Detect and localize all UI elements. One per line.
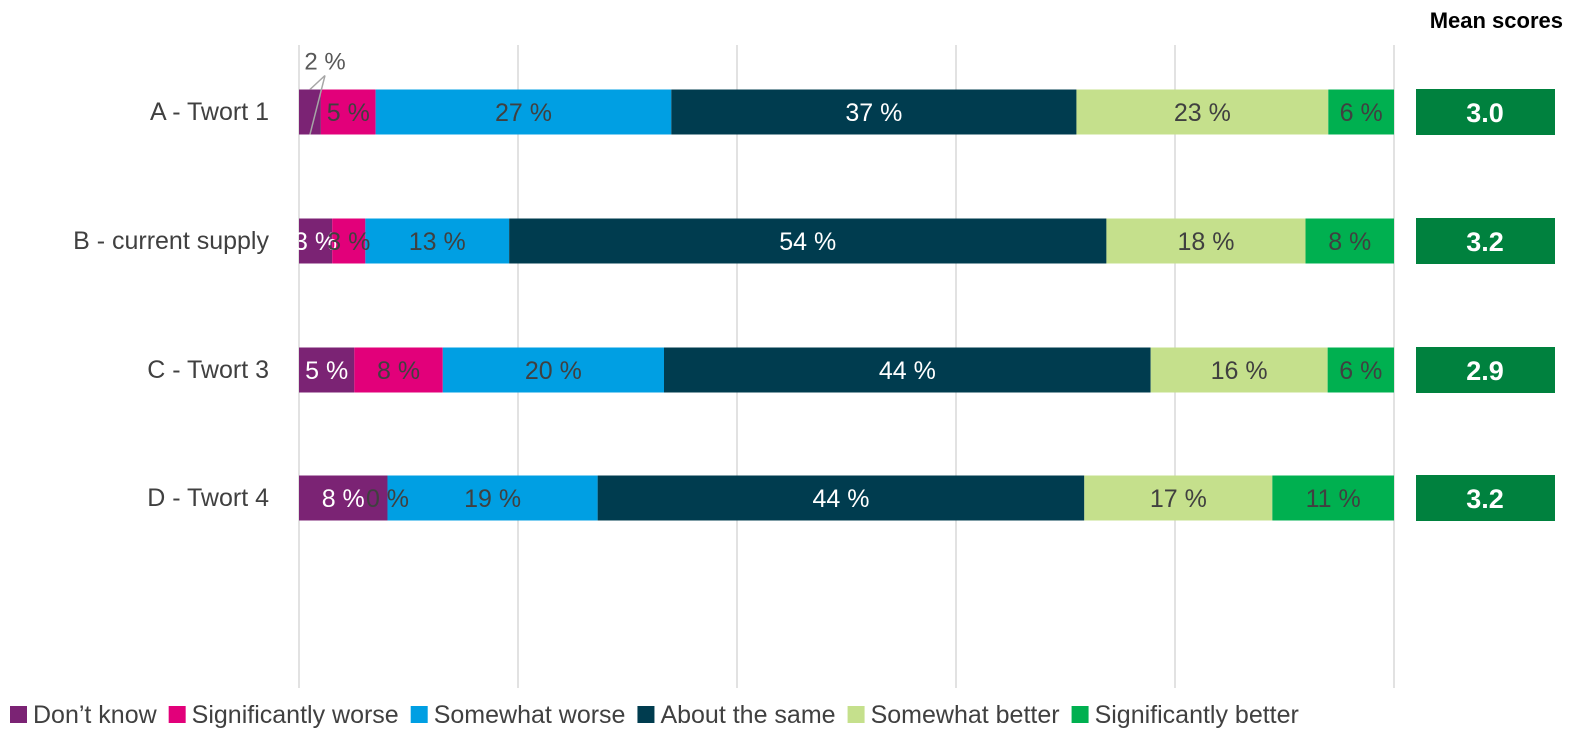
data-label: 44 % xyxy=(879,357,936,385)
bar-segment xyxy=(1272,475,1394,521)
bar-segment xyxy=(1327,347,1394,393)
bar-segment xyxy=(1106,218,1306,264)
data-label: 27 % xyxy=(495,99,552,127)
legend-label: Somewhat worse xyxy=(434,701,626,729)
bar-segment xyxy=(1328,89,1394,135)
legend-swatch xyxy=(637,706,655,723)
bar-segment xyxy=(299,475,388,521)
legend-label: Significantly worse xyxy=(192,701,399,729)
bar-segment xyxy=(375,89,672,135)
data-label: 17 % xyxy=(1150,485,1207,513)
mean-score-box xyxy=(1416,347,1555,393)
bar-segment xyxy=(509,218,1107,264)
data-label: 8 % xyxy=(377,357,420,385)
data-label: 18 % xyxy=(1177,228,1234,256)
category-label: D - Twort 4 xyxy=(147,484,269,512)
bar-segment xyxy=(442,347,664,393)
bar-segment xyxy=(387,475,598,521)
data-label: 6 % xyxy=(1339,357,1382,385)
bar-series xyxy=(299,89,1394,521)
mean-score-boxes: 3.0 3.2 2.9 3.2 xyxy=(1416,89,1555,521)
data-label: 3 % xyxy=(327,228,370,256)
legend: Don’t know Significantly worse Somewhat wo… xyxy=(10,701,1299,729)
mean-score-value: 2.9 xyxy=(1466,356,1504,386)
legend-swatch xyxy=(168,706,186,723)
legend-label: Somewhat better xyxy=(871,701,1060,729)
bar-segment xyxy=(664,347,1151,393)
data-label: 13 % xyxy=(409,228,466,256)
bar-segment xyxy=(320,89,376,135)
data-label: 2 % xyxy=(304,49,345,76)
bar-segment xyxy=(1076,89,1329,135)
mean-score-box xyxy=(1416,218,1555,264)
data-label: 19 % xyxy=(464,485,521,513)
bar-segment xyxy=(597,475,1085,521)
leader-line xyxy=(309,75,326,135)
leader-line xyxy=(309,74,326,91)
data-label: 23 % xyxy=(1174,99,1231,127)
data-labels: 2 % 5 % 27 % 37 % 23 % 6 % 3 %3 % 13 % 54 % 18 % 8… xyxy=(294,49,1383,514)
data-label: 6 % xyxy=(1340,99,1383,127)
data-label: 5 % xyxy=(327,99,370,127)
legend-swatch xyxy=(1071,706,1089,723)
bar-segment xyxy=(354,347,443,393)
legend-label: About the same xyxy=(660,701,835,729)
mean-score-value: 3.2 xyxy=(1466,484,1504,514)
category-label: C - Twort 3 xyxy=(147,356,269,384)
legend-label: Don’t know xyxy=(33,701,158,729)
data-label: 54 % xyxy=(779,228,836,256)
bar-segment xyxy=(1150,347,1328,393)
mean-score-value: 3.2 xyxy=(1466,227,1504,257)
data-label: 37 % xyxy=(845,99,902,127)
legend-swatch xyxy=(410,706,428,723)
bar-segment xyxy=(671,89,1077,135)
data-label: 16 % xyxy=(1211,357,1268,385)
bar-segment xyxy=(299,347,355,393)
mean-score-box xyxy=(1416,475,1555,521)
bar-segment xyxy=(1084,475,1273,521)
legend-label: Significantly better xyxy=(1095,701,1299,729)
data-label: 3 % xyxy=(294,228,337,256)
data-label: 44 % xyxy=(812,485,869,513)
legend-swatch xyxy=(847,706,865,723)
bar-segment xyxy=(299,89,321,135)
bar-segment xyxy=(332,218,366,264)
data-label: 20 % xyxy=(525,357,582,385)
bar-segment xyxy=(1305,218,1394,264)
mean-score-box xyxy=(1416,89,1555,135)
legend-swatch xyxy=(10,706,27,723)
data-label: 0 % xyxy=(366,485,409,513)
data-label: 5 % xyxy=(305,357,348,385)
mean-score-value: 3.0 xyxy=(1466,98,1504,128)
bar-segment xyxy=(299,218,333,264)
bar-segment xyxy=(365,218,510,264)
data-label: 8 % xyxy=(322,485,365,513)
category-label: A - Twort 1 xyxy=(150,98,269,126)
category-labels: A - Twort 1 B - current supply C - Twort 3… xyxy=(73,98,269,512)
category-label: B - current supply xyxy=(73,227,269,255)
mean-scores-title: Mean scores xyxy=(1430,8,1563,33)
data-label: 8 % xyxy=(1328,228,1371,256)
data-label: 11 % xyxy=(1306,485,1361,513)
